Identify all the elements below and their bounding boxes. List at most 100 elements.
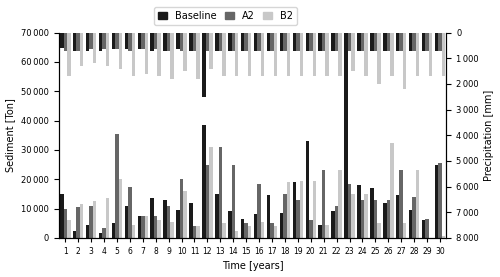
Bar [248, 33, 252, 76]
Bar [150, 198, 154, 238]
Bar [377, 33, 380, 84]
Bar [344, 33, 348, 122]
Bar [192, 33, 196, 51]
Bar [248, 226, 252, 238]
Bar [206, 165, 209, 238]
Bar [318, 33, 322, 51]
Bar [386, 33, 390, 51]
Bar [258, 33, 261, 51]
Bar [141, 33, 144, 49]
Bar [138, 33, 141, 49]
Bar [218, 147, 222, 238]
Bar [286, 182, 290, 238]
Bar [383, 203, 386, 238]
Bar [106, 33, 110, 66]
Bar [286, 33, 290, 76]
Bar [254, 33, 258, 51]
Bar [76, 33, 80, 51]
Bar [106, 198, 110, 238]
Bar [209, 33, 212, 69]
Bar [438, 33, 442, 51]
Bar [412, 197, 416, 238]
Bar [215, 194, 218, 238]
Bar [241, 33, 244, 51]
Bar [429, 33, 432, 76]
Bar [202, 125, 205, 238]
Bar [442, 33, 445, 76]
Bar [196, 226, 200, 238]
Bar [241, 219, 244, 238]
Bar [344, 100, 348, 238]
Bar [300, 181, 303, 238]
Bar [396, 195, 400, 238]
Bar [170, 33, 174, 79]
Bar [280, 213, 283, 238]
Bar [144, 216, 148, 238]
Bar [383, 33, 386, 51]
Bar [184, 191, 187, 238]
Bar [326, 33, 329, 76]
Bar [270, 223, 274, 238]
Bar [128, 33, 132, 51]
Bar [370, 188, 374, 238]
Bar [218, 33, 222, 51]
Bar [409, 210, 412, 238]
Bar [90, 206, 93, 238]
Bar [154, 216, 158, 238]
Bar [115, 33, 118, 49]
Bar [144, 33, 148, 74]
Bar [76, 207, 80, 238]
Bar [274, 33, 277, 76]
Bar [80, 33, 84, 66]
Bar [93, 201, 96, 238]
Bar [118, 33, 122, 69]
Bar [390, 33, 394, 76]
Bar [132, 225, 135, 238]
Bar [348, 33, 352, 51]
Bar [190, 203, 192, 238]
Bar [426, 219, 429, 238]
Bar [312, 33, 316, 76]
Bar [312, 181, 316, 238]
Bar [93, 33, 96, 63]
Bar [335, 206, 338, 238]
Bar [309, 220, 312, 238]
Bar [283, 194, 286, 238]
Bar [80, 204, 84, 238]
Bar [102, 228, 106, 238]
Bar [403, 33, 406, 89]
Bar [235, 33, 238, 76]
Bar [360, 200, 364, 238]
Bar [232, 33, 235, 51]
Bar [90, 33, 93, 49]
Bar [261, 222, 264, 238]
Bar [438, 163, 442, 238]
Bar [374, 200, 377, 238]
Bar [306, 141, 309, 238]
Bar [184, 33, 187, 71]
Bar [422, 220, 426, 238]
Bar [170, 222, 174, 238]
Bar [180, 179, 184, 238]
Bar [164, 33, 167, 51]
Bar [322, 170, 326, 238]
Bar [292, 33, 296, 51]
Bar [261, 33, 264, 76]
Bar [202, 33, 205, 97]
Bar [332, 211, 335, 238]
Bar [154, 33, 158, 49]
Bar [377, 223, 380, 238]
Bar [167, 206, 170, 238]
Bar [306, 33, 309, 51]
Bar [64, 209, 67, 238]
Bar [274, 226, 277, 238]
Bar [228, 211, 232, 238]
Bar [158, 220, 161, 238]
Bar [158, 33, 161, 76]
Bar [352, 194, 355, 238]
Bar [422, 33, 426, 51]
Bar [222, 33, 226, 76]
Bar [403, 223, 406, 238]
Bar [86, 225, 90, 238]
Bar [254, 214, 258, 238]
